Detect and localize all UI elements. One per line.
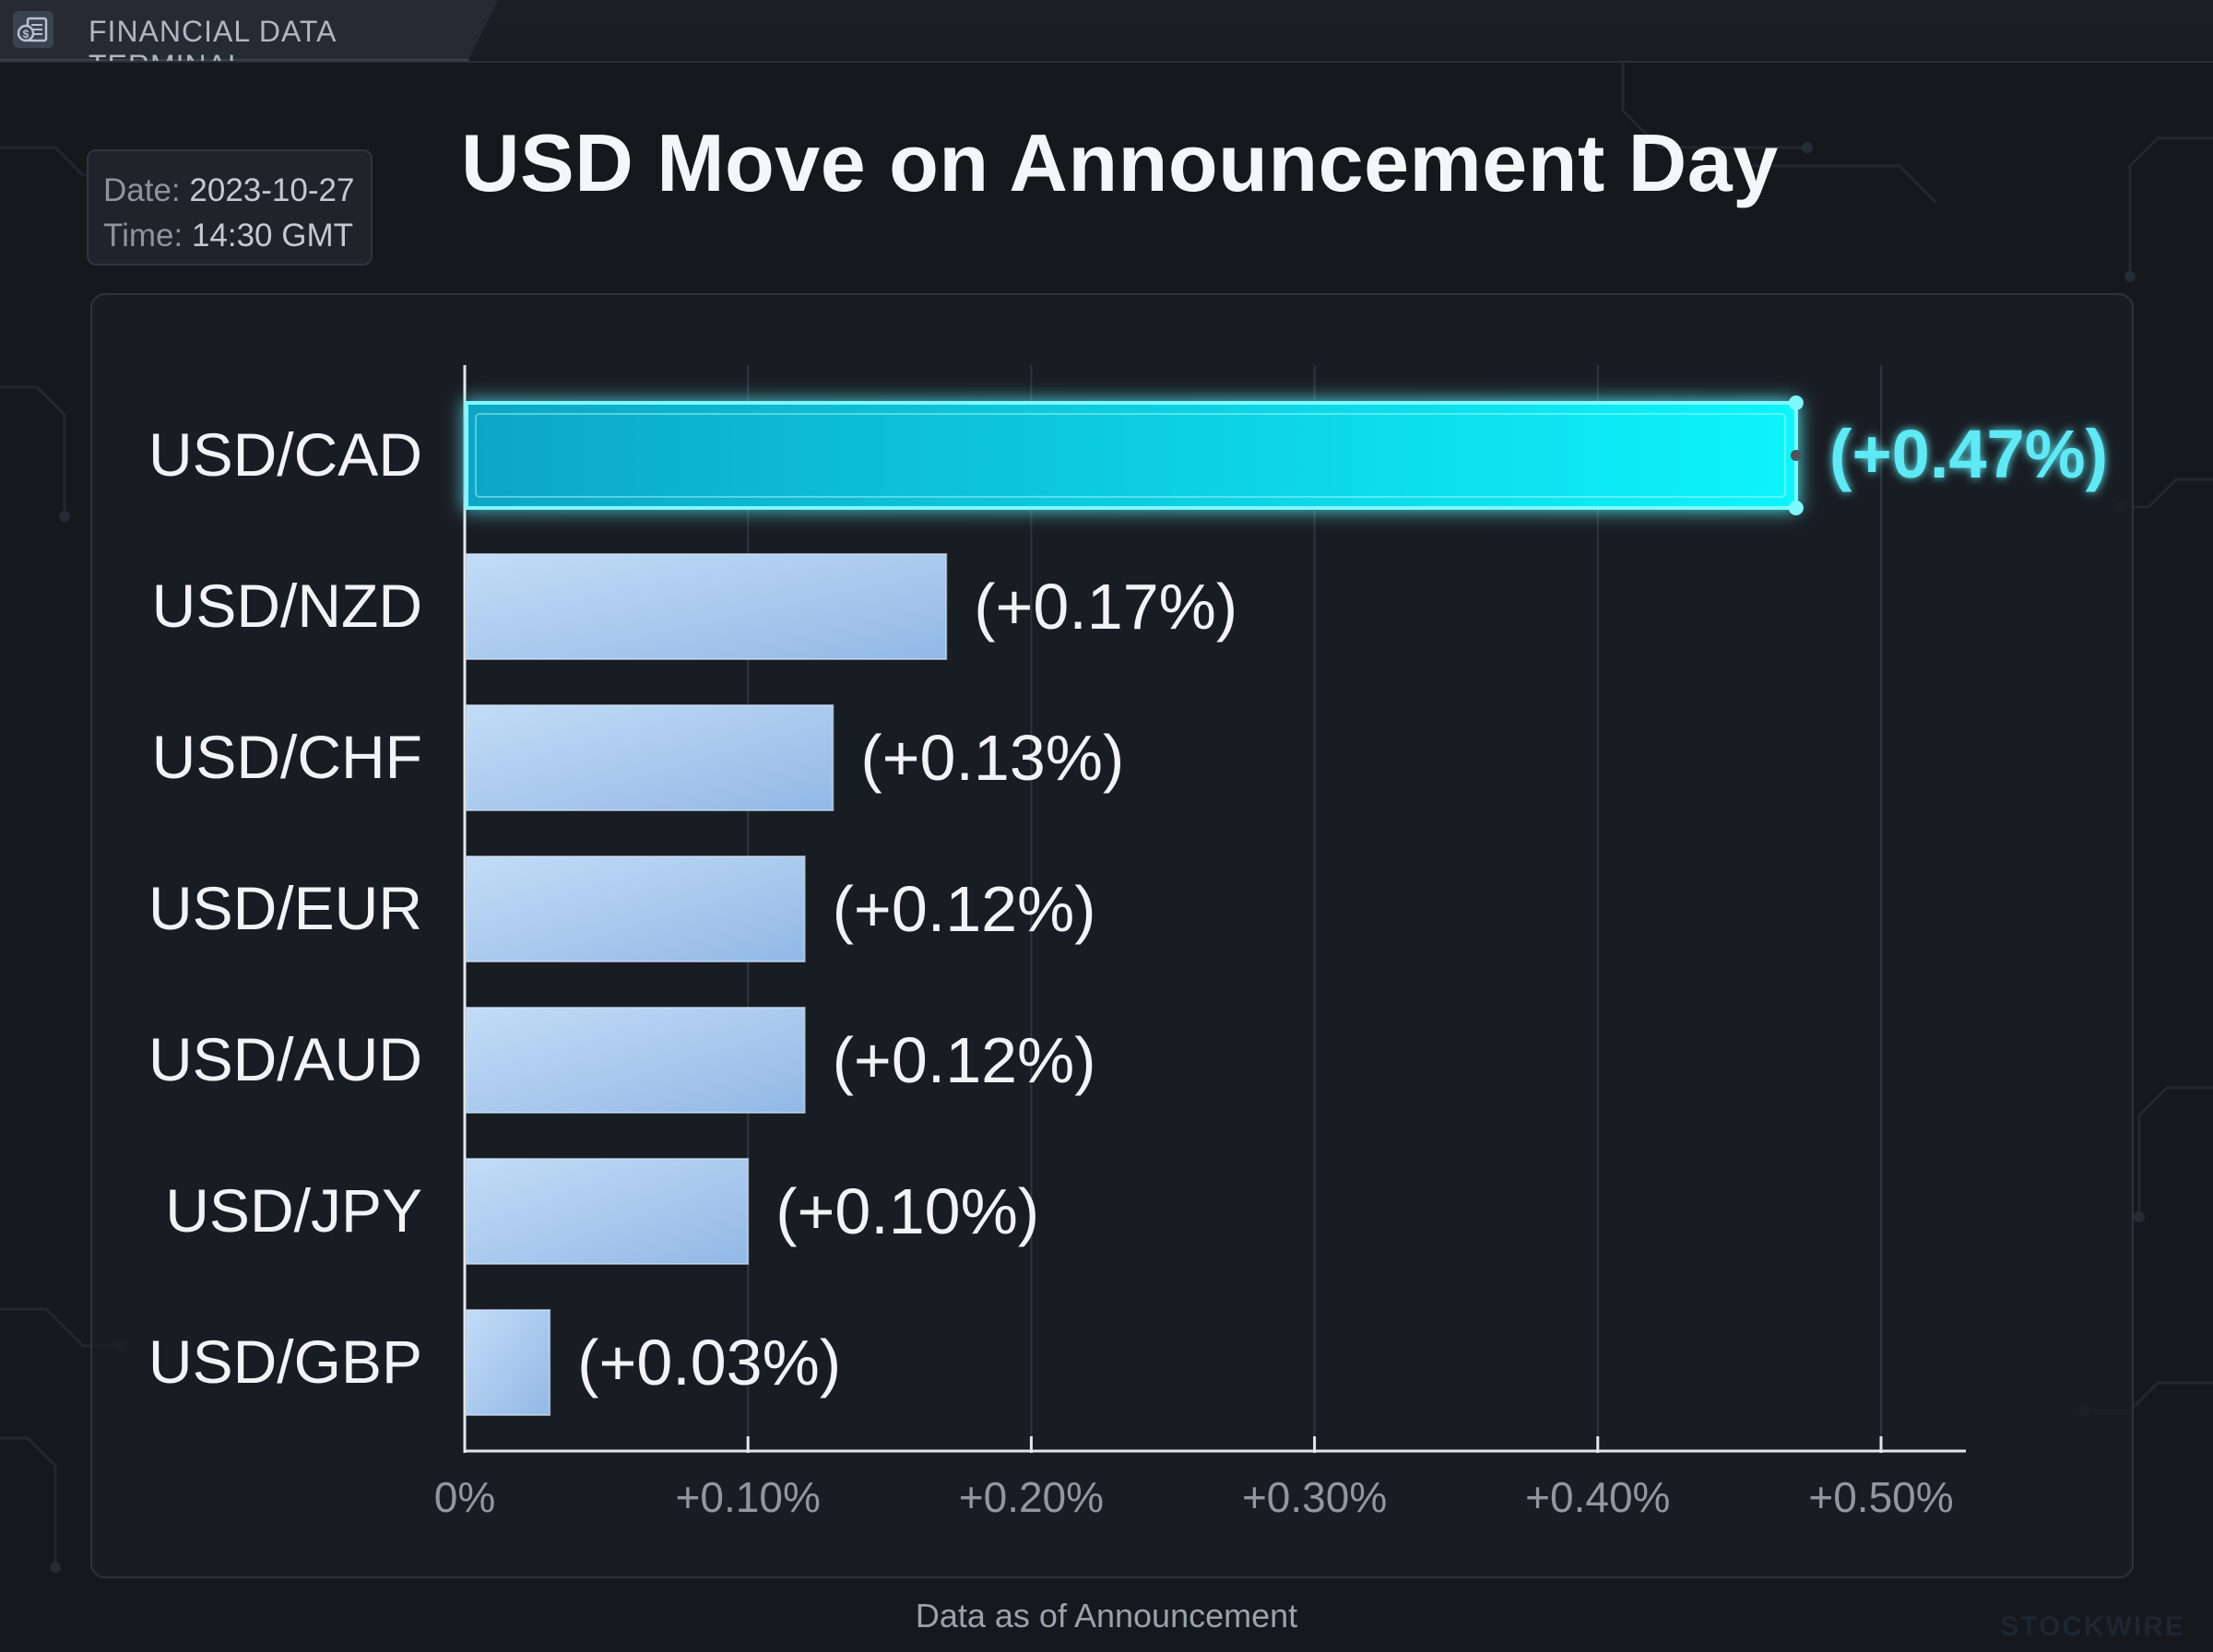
value-label-usd-chf: (+0.13%) (860, 722, 1124, 794)
bar-inner-outline (475, 413, 1786, 498)
app-tab-label: FINANCIAL DATA TERMINAL (89, 15, 336, 82)
category-label-usd-aud: USD/AUD (148, 1025, 422, 1093)
value-label-usd-aud: (+0.12%) (833, 1024, 1096, 1096)
x-tick-label: 0% (434, 1473, 495, 1521)
bar-usd-chf (466, 704, 834, 811)
value-label-usd-cad: (+0.47%) (1829, 416, 2108, 492)
date-value: 2023-10-27 (189, 172, 355, 208)
category-label-usd-nzd: USD/NZD (152, 572, 422, 640)
timestamp-box: Date: 2023-10-27 Time: 14:30 GMT (87, 149, 373, 266)
bar-usd-gbp (466, 1309, 551, 1416)
value-label-usd-jpy: (+0.10%) (775, 1175, 1039, 1247)
bar-usd-aud (466, 1007, 806, 1114)
time-row: Time: 14:30 GMT (103, 213, 371, 258)
x-tick-label: +0.10% (676, 1473, 821, 1521)
value-label-usd-nzd: (+0.17%) (974, 571, 1237, 643)
category-label-usd-eur: USD/EUR (148, 874, 422, 942)
chart-title: USD Move on Announcement Day (461, 117, 1779, 208)
selection-handle (1788, 501, 1804, 515)
selection-handle (1790, 450, 1802, 461)
bar-usd-nzd (466, 553, 948, 660)
chart-panel: 0% +0.10% +0.20% +0.30% +0.40% +0.50% USD/CAD (… (90, 293, 2134, 1578)
footer-note: Data as of Announcement (915, 1597, 1298, 1634)
app-tab[interactable]: $ FINANCIAL DATA TERMINAL (0, 0, 498, 61)
date-key: Date: (103, 172, 181, 208)
time-value: 14:30 GMT (191, 218, 354, 254)
x-tick-label: +0.40% (1525, 1473, 1670, 1521)
title-bar: $ FINANCIAL DATA TERMINAL (0, 0, 2213, 63)
bar-usd-eur (466, 856, 806, 962)
watermark: STOCKWIRE (2000, 1611, 2185, 1642)
date-row: Date: 2023-10-27 (103, 168, 371, 213)
category-label-usd-cad: USD/CAD (148, 420, 422, 489)
x-tick-label: +0.20% (959, 1473, 1104, 1521)
svg-text:$: $ (23, 28, 30, 41)
bar-chart: 0% +0.10% +0.20% +0.30% +0.40% +0.50% USD/CAD (… (148, 365, 2108, 1521)
bar-usd-cad (465, 401, 1798, 510)
x-tick-label: +0.50% (1808, 1473, 1953, 1521)
money-document-icon: $ (13, 11, 53, 48)
time-key: Time: (103, 218, 183, 254)
category-label-usd-gbp: USD/GBP (148, 1328, 422, 1396)
value-label-usd-gbp: (+0.03%) (577, 1327, 841, 1398)
x-tick-label: +0.30% (1242, 1473, 1387, 1521)
value-label-usd-eur: (+0.12%) (833, 873, 1096, 945)
category-label-usd-chf: USD/CHF (152, 723, 422, 791)
selection-handle (1788, 395, 1804, 410)
bar-usd-jpy (466, 1158, 750, 1265)
category-label-usd-jpy: USD/JPY (165, 1176, 422, 1245)
